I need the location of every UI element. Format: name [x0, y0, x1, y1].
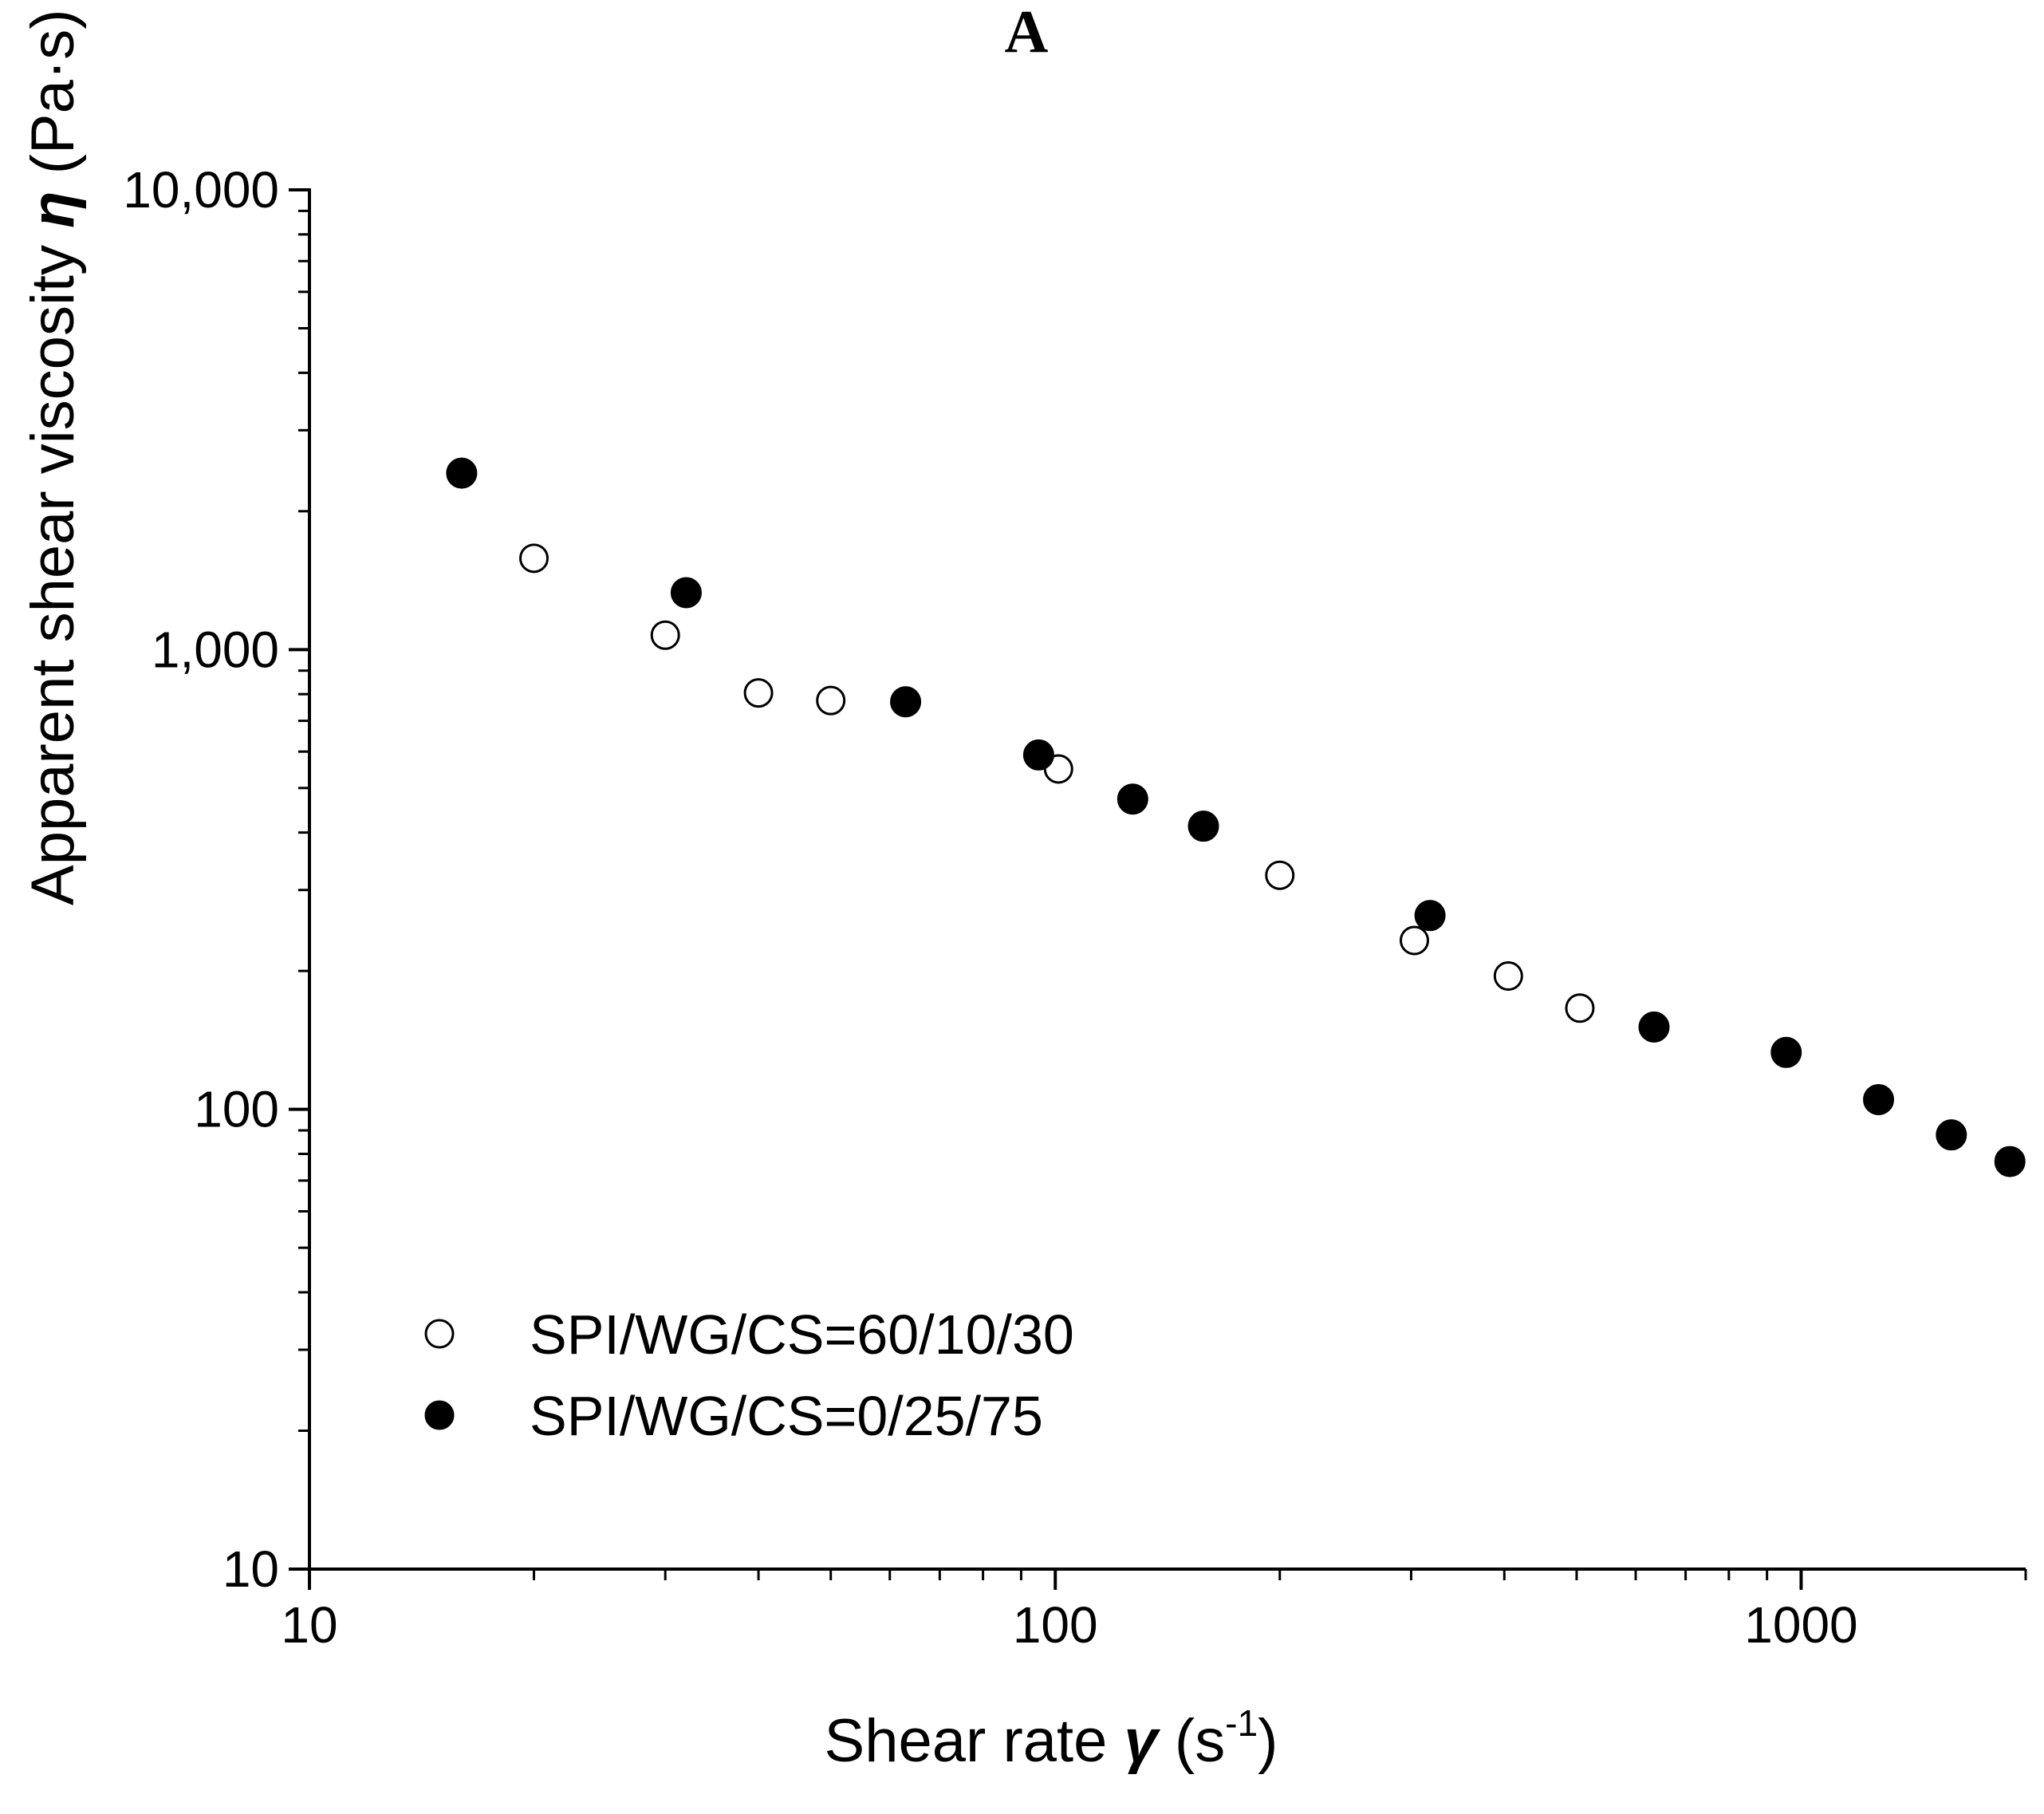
data-point-filled — [1187, 810, 1219, 842]
data-point-filled — [1770, 1036, 1802, 1068]
data-points — [446, 457, 2026, 1177]
x-axis: 10 100 1000 — [281, 1568, 2027, 1654]
data-point-filled — [890, 686, 922, 718]
y-axis: 10 100 1,000 10,000 — [123, 161, 311, 1598]
x-axis-title-prefix: Shear rate — [825, 1707, 1124, 1775]
x-axis-title: Shear rate γ (s-1) — [825, 1702, 1278, 1775]
legend: SPI/WG/CS=60/10/30 SPI/WG/CS=0/25/75 — [424, 1303, 1074, 1447]
x-tick-label: 10 — [281, 1596, 337, 1654]
legend-marker-filled — [424, 1400, 455, 1430]
data-point-open — [1399, 925, 1429, 956]
x-axis-title-symbol: γ — [1124, 1707, 1161, 1775]
x-axis-title-unit: (s — [1158, 1707, 1225, 1775]
data-point-open — [1265, 860, 1295, 890]
data-point-open — [743, 678, 774, 708]
data-point-open — [1493, 961, 1523, 992]
x-axis-title-close: ) — [1258, 1707, 1278, 1775]
data-point-open — [519, 543, 549, 574]
data-point-filled — [1936, 1119, 1967, 1151]
data-point-filled — [1117, 783, 1148, 815]
data-point-filled — [670, 577, 702, 609]
x-tick-label: 1000 — [1744, 1596, 1857, 1654]
y-axis-title-unit: (Pa·s) — [19, 10, 87, 191]
y-axis-title-prefix: Apparent shear viscosity — [19, 228, 87, 905]
panel-label: A — [1005, 0, 1049, 65]
data-point-filled — [446, 457, 478, 489]
data-point-filled — [1863, 1083, 1895, 1115]
y-axis-title-symbol: η — [19, 191, 87, 228]
y-tick-label: 10 — [223, 1540, 279, 1598]
legend-label: SPI/WG/CS=60/10/30 — [530, 1303, 1074, 1366]
legend-marker-open — [424, 1319, 455, 1349]
x-tick-label: 100 — [1013, 1596, 1098, 1654]
data-point-filled — [1638, 1012, 1670, 1043]
data-point-open — [816, 685, 846, 716]
data-point-open — [1565, 993, 1595, 1023]
data-point-open — [650, 620, 680, 650]
data-point-filled — [1994, 1146, 2026, 1177]
x-axis-title-superscript: -1 — [1225, 1702, 1258, 1744]
data-point-filled — [1022, 739, 1054, 771]
data-point-filled — [1414, 900, 1446, 932]
legend-label: SPI/WG/CS=0/25/75 — [530, 1385, 1043, 1447]
y-tick-label: 10,000 — [123, 161, 279, 219]
y-tick-label: 1,000 — [152, 621, 279, 678]
y-axis-title: Apparent shear viscosity η (Pa·s) — [19, 10, 87, 906]
y-tick-label: 100 — [194, 1081, 279, 1138]
